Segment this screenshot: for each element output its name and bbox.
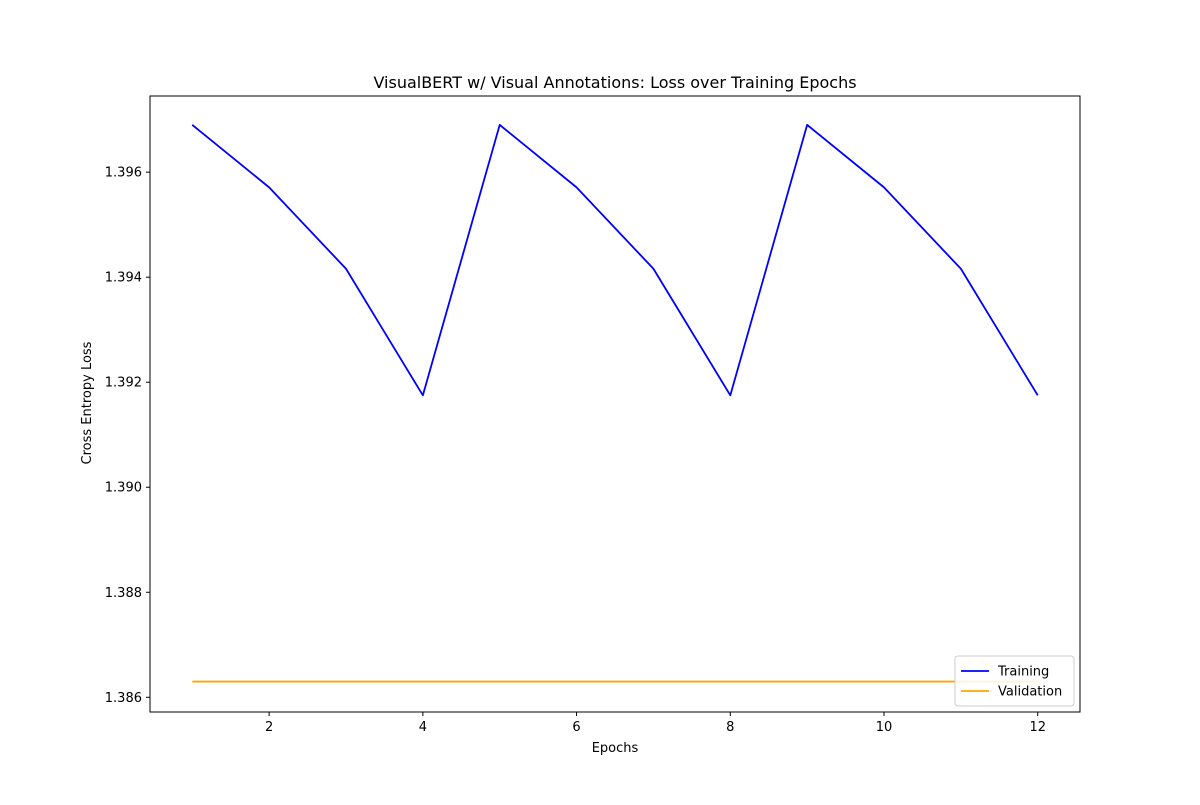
x-axis-label: Epochs bbox=[592, 741, 639, 756]
chart-title: VisualBERT w/ Visual Annotations: Loss o… bbox=[373, 73, 856, 92]
y-tick-label: 1.386 bbox=[105, 691, 142, 706]
plot-area-frame bbox=[149, 95, 1081, 713]
legend-label: Validation bbox=[998, 685, 1062, 700]
x-tick-label: 2 bbox=[265, 720, 273, 735]
y-tick-label: 1.392 bbox=[105, 376, 142, 391]
y-tick-label: 1.394 bbox=[105, 271, 142, 286]
x-tick-label: 10 bbox=[876, 720, 893, 735]
legend-box bbox=[954, 655, 1075, 707]
x-tick-label: 12 bbox=[1029, 720, 1046, 735]
y-tick-label: 1.388 bbox=[105, 586, 142, 601]
x-tick-label: 6 bbox=[572, 720, 580, 735]
series-line-0 bbox=[191, 123, 1039, 397]
plot-lines bbox=[191, 123, 1039, 683]
legend: Training Validation bbox=[954, 655, 1075, 707]
y-axis-label: Cross Entropy Loss bbox=[80, 341, 95, 464]
y-tick-label: 1.390 bbox=[105, 481, 142, 496]
y-axis-ticks: 1.386 1.388 1.390 1.392 1.394 1.396 bbox=[105, 166, 150, 706]
x-axis-ticks: 2 4 6 8 10 12 bbox=[265, 712, 1046, 735]
legend-label: Training bbox=[997, 665, 1049, 680]
y-tick-label: 1.396 bbox=[105, 166, 142, 181]
x-tick-label: 4 bbox=[419, 720, 427, 735]
x-tick-label: 8 bbox=[726, 720, 734, 735]
